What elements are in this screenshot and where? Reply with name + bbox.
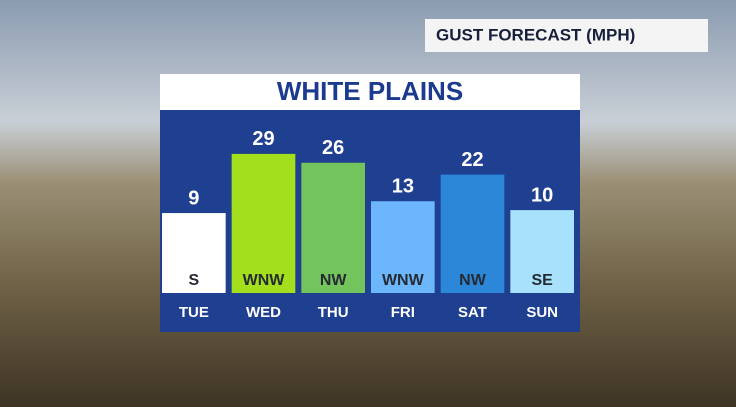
day-label: SUN: [526, 304, 558, 321]
chart-panel: [160, 110, 580, 332]
value-label: 13: [392, 176, 414, 198]
bar: [440, 174, 505, 293]
bar: [162, 213, 226, 293]
bar: [510, 210, 574, 293]
value-label: 29: [252, 128, 274, 150]
bar: [231, 153, 296, 293]
day-label: WED: [246, 304, 281, 321]
title-bar: [160, 74, 580, 110]
direction-label: NW: [459, 272, 487, 289]
direction-label: SE: [531, 272, 553, 289]
direction-label: WNW: [382, 272, 425, 289]
value-label: 10: [531, 184, 553, 206]
direction-label: WNW: [243, 272, 286, 289]
value-label: 22: [461, 149, 483, 171]
direction-label: NW: [320, 272, 348, 289]
bar: [371, 201, 435, 293]
header-text: GUST FORECAST (MPH): [436, 25, 635, 44]
chart-title: WHITE PLAINS: [277, 76, 463, 106]
day-label: TUE: [179, 304, 209, 321]
day-label: SAT: [458, 304, 487, 321]
day-label: THU: [318, 304, 349, 321]
value-label: 26: [322, 137, 344, 159]
bar: [301, 162, 365, 293]
day-label: FRI: [391, 304, 415, 321]
header-box: [425, 19, 708, 52]
direction-label: S: [188, 272, 199, 289]
value-label: 9: [188, 187, 199, 209]
